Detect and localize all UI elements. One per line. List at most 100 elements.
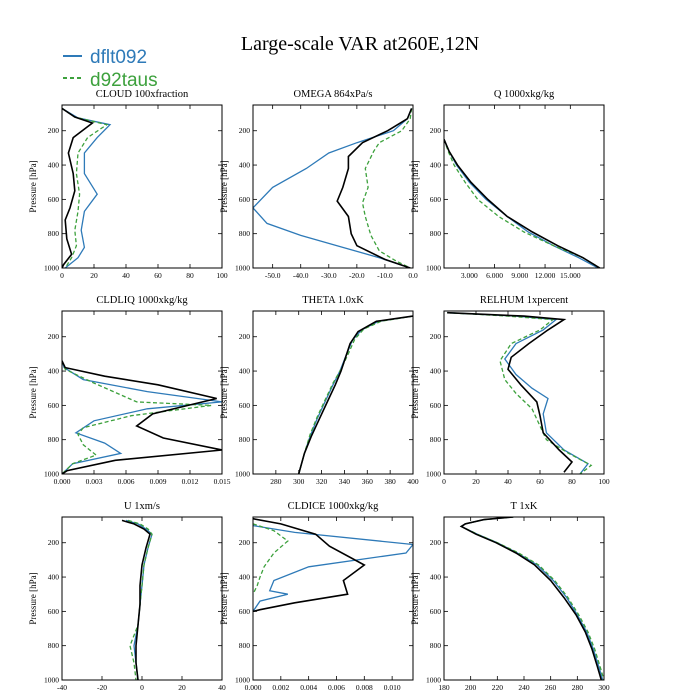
x-tick-label: 9.000 <box>511 271 528 280</box>
x-tick-label: 300 <box>598 683 610 692</box>
x-tick-label: 3.000 <box>461 271 478 280</box>
panel-title: CLOUD 100xfraction <box>96 89 189 100</box>
x-tick-label: 340 <box>339 477 351 486</box>
y-tick-label: 600 <box>48 607 60 616</box>
y-tick-label: 400 <box>48 367 60 376</box>
y-axis-label: Pressure [hPa] <box>28 572 38 624</box>
y-tick-label: 800 <box>48 229 60 238</box>
x-tick-label: 80 <box>568 477 576 486</box>
panel-title: THETA 1.0xK <box>302 295 364 306</box>
y-tick-label: 200 <box>48 332 60 341</box>
x-tick-label: 400 <box>407 477 419 486</box>
y-axis-label: Pressure [hPa] <box>219 366 229 418</box>
series-line-reference <box>253 517 366 613</box>
series-line-dflt092 <box>444 139 599 268</box>
y-tick-label: 1000 <box>44 470 59 479</box>
plot-frame <box>252 104 414 269</box>
y-axis-label: Pressure [hPa] <box>219 572 229 624</box>
series-line-dflt092 <box>253 108 413 268</box>
y-tick-label: 800 <box>239 435 251 444</box>
y-tick-label: 600 <box>239 607 251 616</box>
y-tick-label: 1000 <box>235 676 250 685</box>
x-tick-label: -20.0 <box>349 271 365 280</box>
x-tick-label: -10.0 <box>377 271 393 280</box>
series-line-reference <box>297 315 413 474</box>
series-line-reference <box>121 519 151 680</box>
y-tick-label: 200 <box>430 538 442 547</box>
plot-frame <box>443 104 605 269</box>
x-tick-label: 380 <box>385 477 397 486</box>
figure-title: Large-scale VAR at260E,12N <box>241 33 479 55</box>
y-tick-label: 200 <box>48 538 60 547</box>
plot-frame <box>252 516 414 681</box>
x-tick-label: 40 <box>218 683 226 692</box>
x-tick-label: -40 <box>57 683 67 692</box>
y-tick-label: 200 <box>239 126 251 135</box>
series-line-reference <box>459 517 603 680</box>
plot-frame <box>61 310 223 475</box>
y-tick-label: 200 <box>430 332 442 341</box>
x-tick-label: 0 <box>60 271 64 280</box>
x-tick-label: -50.0 <box>265 271 281 280</box>
y-tick-label: 800 <box>48 435 60 444</box>
panel-title: RELHUM 1xpercent <box>480 295 568 306</box>
x-tick-label: 0.003 <box>86 477 103 486</box>
panel-title: T 1xK <box>511 501 538 512</box>
y-tick-label: 400 <box>239 573 251 582</box>
x-tick-label: -20 <box>97 683 107 692</box>
x-tick-label: -30.0 <box>321 271 337 280</box>
y-axis-label: Pressure [hPa] <box>28 160 38 212</box>
series-line-d92taus <box>253 523 289 595</box>
x-tick-label: 0.000 <box>54 477 71 486</box>
series-line-d92taus <box>127 519 153 680</box>
x-tick-label: 0 <box>442 477 446 486</box>
legend-label-dflt092: dflt092 <box>90 47 147 68</box>
x-tick-label: 280 <box>572 683 584 692</box>
y-tick-label: 400 <box>430 367 442 376</box>
y-tick-label: 1000 <box>426 676 441 685</box>
y-tick-label: 600 <box>48 195 60 204</box>
series-line-reference <box>62 360 222 474</box>
y-tick-label: 800 <box>430 435 442 444</box>
y-tick-label: 400 <box>430 161 442 170</box>
x-tick-label: 0.004 <box>300 683 317 692</box>
x-tick-label: -40.0 <box>293 271 309 280</box>
x-tick-label: 20 <box>90 271 98 280</box>
x-tick-label: 220 <box>492 683 504 692</box>
series-line-dflt092 <box>459 517 604 680</box>
y-tick-label: 400 <box>430 573 442 582</box>
x-tick-label: 300 <box>293 477 305 486</box>
x-tick-label: 0.000 <box>245 683 262 692</box>
x-tick-label: 100 <box>598 477 610 486</box>
x-tick-label: 0.009 <box>150 477 167 486</box>
series-line-reference <box>447 311 574 473</box>
x-tick-label: 6.000 <box>486 271 503 280</box>
series-line-reference <box>336 108 413 268</box>
x-tick-label: 60 <box>536 477 544 486</box>
plot-frame <box>61 104 223 269</box>
y-tick-label: 200 <box>430 126 442 135</box>
x-tick-label: 12.000 <box>535 271 556 280</box>
y-tick-label: 600 <box>430 401 442 410</box>
series-line-d92taus <box>62 107 109 268</box>
y-tick-label: 1000 <box>44 264 59 273</box>
chart-panel: OMEGA 864xPa/s 200 400 600 800 1000 -50.0 -40.0… <box>219 89 418 280</box>
series-line-d92taus <box>298 315 413 474</box>
x-tick-label: 60 <box>154 271 162 280</box>
x-tick-label: 0 <box>140 683 144 692</box>
x-tick-label: 280 <box>270 477 282 486</box>
x-tick-label: 240 <box>518 683 530 692</box>
series-line-dflt092 <box>447 312 589 474</box>
panel-title: CLDICE 1000xkg/kg <box>288 501 379 512</box>
x-tick-label: 20 <box>472 477 480 486</box>
x-tick-label: 0.006 <box>328 683 345 692</box>
x-tick-label: 0.006 <box>118 477 135 486</box>
y-tick-label: 800 <box>430 229 442 238</box>
x-tick-label: 100 <box>216 271 228 280</box>
y-tick-label: 200 <box>239 332 251 341</box>
y-axis-label: Pressure [hPa] <box>410 160 420 212</box>
